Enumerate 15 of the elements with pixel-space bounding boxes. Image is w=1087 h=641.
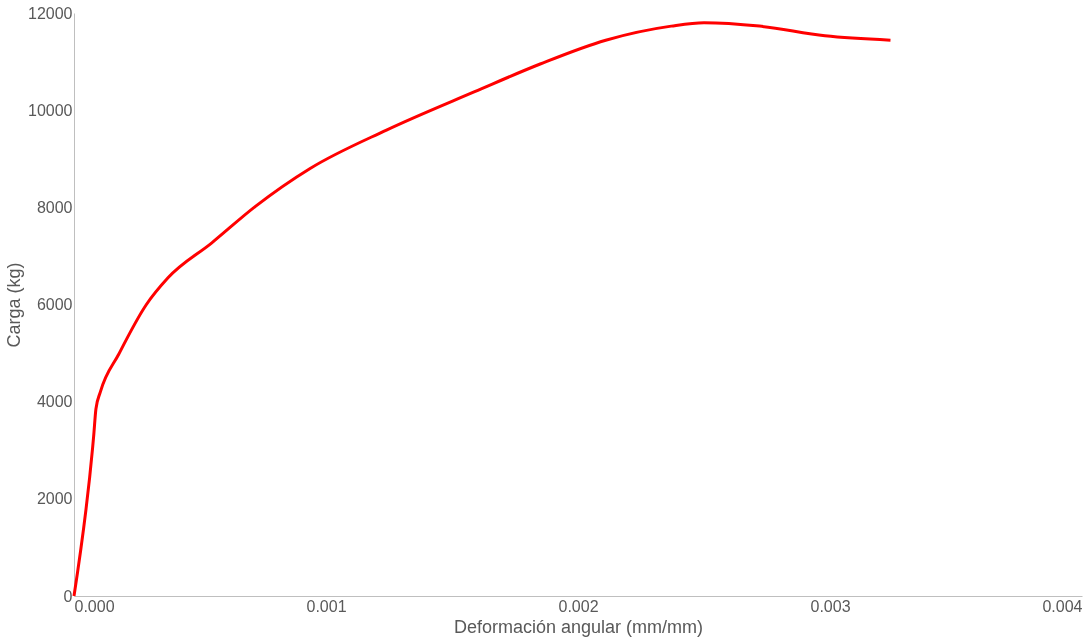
x-tick-label: 0.000 xyxy=(74,597,115,615)
y-tick-label: 2000 xyxy=(36,490,73,508)
y-tick-label: 4000 xyxy=(36,393,73,411)
x-tick-label: 0.004 xyxy=(1042,597,1083,615)
x-tick-label: 0.002 xyxy=(558,597,599,615)
line-series xyxy=(72,21,892,598)
y-tick-label: 12000 xyxy=(28,4,73,22)
y-tick-label: 0 xyxy=(63,587,73,605)
y-axis-title: Carga (kg) xyxy=(4,262,25,348)
x-tick-label: 0.003 xyxy=(810,597,851,615)
y-tick-label: 10000 xyxy=(28,101,73,119)
x-axis-title: Deformación angular (mm/mm) xyxy=(453,616,704,637)
y-tick-label: 6000 xyxy=(36,296,73,313)
x-tick-label: 0.001 xyxy=(306,597,347,615)
y-tick-label: 8000 xyxy=(36,198,73,216)
